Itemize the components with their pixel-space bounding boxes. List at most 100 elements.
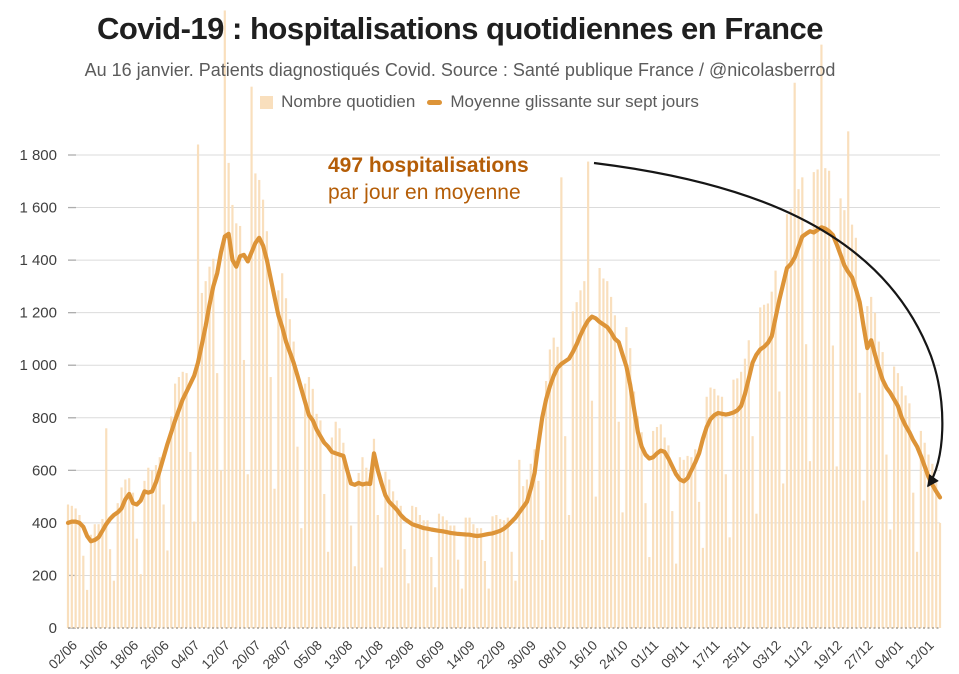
x-tick-label: 30/09 [505, 638, 540, 673]
daily-bar [242, 359, 246, 628]
x-tick-label: 21/08 [352, 638, 387, 673]
x-tick-label: 26/06 [137, 638, 172, 673]
daily-bar [587, 161, 590, 628]
daily-bar [426, 520, 429, 628]
daily-bar [307, 377, 311, 628]
annotation-arrow-layer [593, 161, 944, 488]
daily-bar [311, 388, 314, 628]
daily-bar [388, 479, 391, 628]
daily-bar [858, 392, 861, 628]
daily-bar [629, 348, 632, 628]
x-tick-label: 16/10 [566, 638, 601, 673]
daily-bar [391, 491, 395, 628]
x-tick-label: 14/09 [443, 638, 478, 673]
x-tick-label: 05/08 [290, 638, 325, 673]
daily-bar [281, 273, 284, 628]
daily-bar [86, 589, 89, 628]
daily-bar [544, 380, 548, 628]
daily-bar [644, 503, 647, 628]
x-tick-label: 27/12 [841, 638, 876, 673]
x-tick-label: 02/06 [46, 638, 81, 673]
x-axis-labels: 02/0610/0618/0626/0604/0712/0720/0728/07… [46, 638, 937, 673]
daily-bar [529, 463, 532, 628]
daily-bar [108, 549, 112, 628]
daily-bar [686, 455, 689, 628]
daily-bar [675, 563, 678, 628]
daily-bar [506, 517, 509, 628]
daily-bar [854, 237, 857, 628]
daily-bar [246, 474, 249, 628]
x-tick-label: 22/09 [474, 638, 509, 673]
daily-bar [70, 505, 73, 628]
x-tick-label: 13/08 [321, 638, 356, 673]
chart-subtitle: Au 16 janvier. Patients diagnostiqués Co… [84, 60, 836, 80]
daily-bar [541, 539, 544, 628]
daily-bar [139, 574, 142, 628]
daily-bar [697, 501, 701, 628]
daily-bar [292, 341, 295, 628]
daily-bar [216, 373, 219, 628]
daily-bar [808, 461, 812, 628]
daily-bar [227, 162, 230, 628]
daily-bar [258, 179, 261, 629]
daily-bar [135, 538, 138, 628]
daily-bar [231, 204, 234, 628]
daily-bar [265, 231, 268, 628]
daily-bar [89, 534, 93, 628]
daily-bar [915, 551, 919, 628]
daily-bar [724, 474, 727, 628]
daily-bar [422, 520, 425, 628]
daily-bar [636, 416, 639, 628]
daily-bar [793, 82, 796, 629]
daily-bar [617, 421, 620, 628]
daily-bar [839, 198, 842, 628]
daily-bar [434, 587, 437, 628]
y-tick-label: 400 [32, 515, 57, 532]
x-tick-label: 04/01 [872, 638, 907, 673]
daily-bar [468, 517, 471, 628]
daily-bar [900, 386, 903, 628]
daily-bar [801, 177, 804, 628]
daily-bar [778, 391, 781, 628]
daily-bar [824, 168, 827, 628]
daily-bar [349, 525, 353, 628]
daily-bar [931, 463, 934, 628]
daily-bar [158, 457, 161, 628]
daily-bar [414, 507, 418, 628]
daily-bar [850, 224, 854, 628]
daily-bar [820, 44, 823, 628]
daily-bar [166, 550, 169, 628]
legend-label-average: Moyenne glissante sur sept jours [450, 92, 699, 111]
daily-bar [923, 442, 926, 628]
daily-bar [621, 512, 624, 628]
daily-bar [288, 319, 291, 628]
daily-bar [376, 515, 379, 628]
daily-bar [173, 383, 177, 628]
daily-bar [304, 383, 307, 628]
x-tick-label: 11/12 [781, 638, 815, 672]
daily-bar [338, 428, 341, 628]
daily-bar [690, 457, 693, 628]
daily-bar [927, 454, 930, 628]
daily-bar [893, 366, 896, 628]
legend-item-daily: Nombre quotidien [260, 92, 415, 112]
daily-bar [935, 480, 938, 628]
daily-bar [805, 344, 808, 628]
daily-bar [411, 505, 414, 628]
daily-bar [518, 459, 521, 628]
daily-bar [870, 296, 873, 628]
daily-bar [732, 379, 735, 628]
daily-bar [556, 346, 559, 628]
daily-bar [147, 467, 150, 628]
daily-bar [315, 413, 318, 628]
daily-bar [219, 470, 223, 628]
daily-bar [460, 588, 464, 628]
daily-bar [277, 290, 280, 628]
daily-bar [296, 446, 299, 628]
x-tick-label: 25/11 [719, 638, 753, 672]
daily-bar [472, 524, 475, 628]
daily-bar [713, 388, 716, 628]
daily-bar [479, 528, 483, 628]
daily-bar [78, 515, 81, 628]
daily-bar [189, 451, 192, 628]
